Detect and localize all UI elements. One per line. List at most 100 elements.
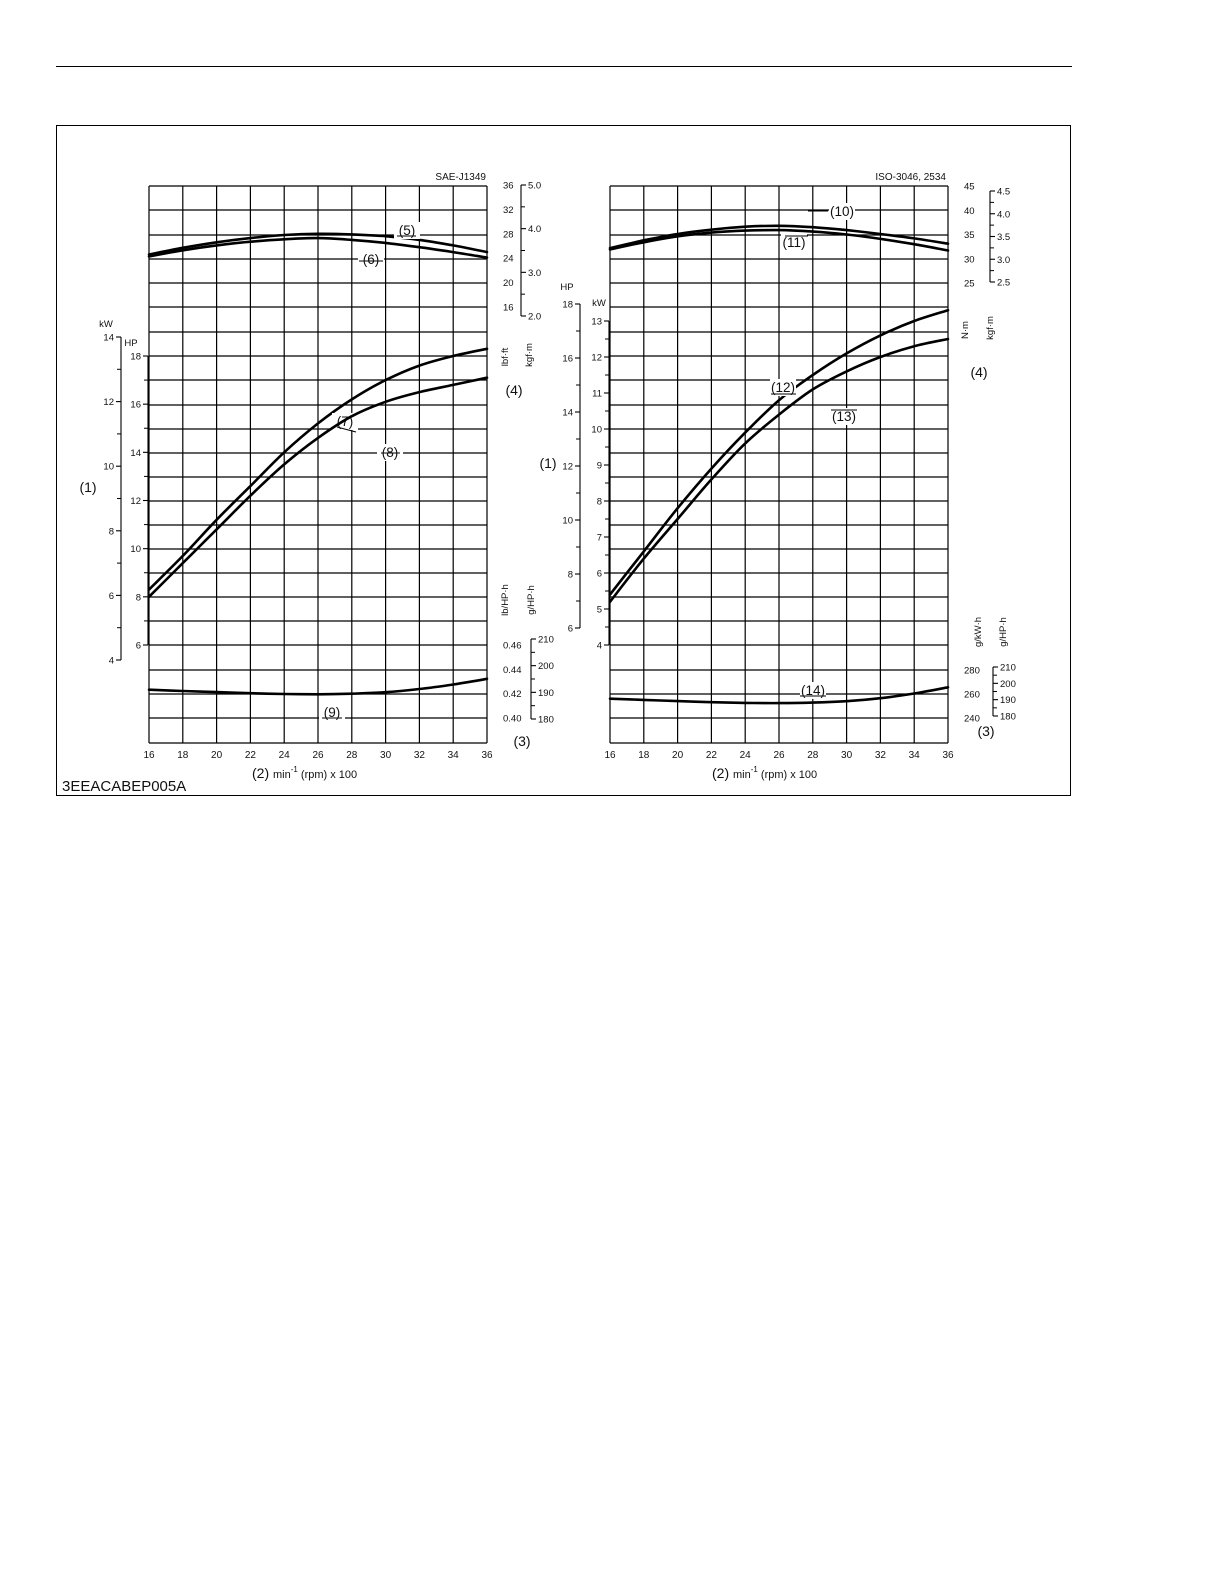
power-axis-unit: HP	[124, 338, 137, 349]
axis-tick-label: 13	[591, 317, 602, 328]
chart-grid	[609, 185, 949, 744]
axis-tick-label: 8	[109, 526, 114, 537]
series-label-backdrop	[358, 251, 384, 268]
series-label-14: (14)	[801, 683, 825, 698]
x-tick-label: 36	[481, 750, 493, 761]
axis-tick-label: 10	[130, 544, 141, 555]
axis-tick-label: 6	[136, 641, 141, 652]
series-label-backdrop	[394, 222, 420, 239]
torque-axis-unit: N·m	[960, 321, 971, 339]
series-line-14	[608, 686, 950, 705]
chart-panel-1: 16 18 20 22 24 26 28 30 32 34 36 (2) min-1 (rpm) x …	[79, 172, 553, 781]
axis-tick-label: 20	[503, 278, 514, 289]
axis-tick-label: 200	[1000, 679, 1016, 690]
chart-grid	[148, 185, 488, 744]
bsfc-axis-lb-hp-h: 0.46 0.44 0.42 0.40	[503, 641, 522, 725]
torque-axis-unit: kgf·m	[524, 343, 535, 367]
chart-title: SAE-J1349	[435, 172, 486, 183]
axis-tick-label: 240	[964, 714, 980, 725]
axis-tick-label: 190	[538, 688, 554, 699]
series-label-8: (8)	[382, 445, 399, 460]
torque-axis-callout: (4)	[970, 364, 987, 380]
series-label-12: (12)	[771, 380, 795, 395]
axis-tick-label: 14	[562, 408, 573, 419]
torque-axis-kgf-m: 5.0 4.0 3.0 2.0	[520, 181, 541, 323]
axis-tick-label: 14	[103, 333, 114, 344]
series-line-8	[147, 376, 489, 599]
axis-tick-label: 0.42	[503, 689, 522, 700]
axis-tick-label: 18	[130, 352, 141, 363]
axis-tick-label: 180	[1000, 712, 1016, 723]
axis-tick-label: 14	[130, 448, 141, 459]
x-tick-label: 28	[346, 750, 358, 761]
axis-tick-label: 16	[562, 354, 573, 365]
axis-tick-label: 25	[964, 279, 975, 290]
x-tick-label: 36	[942, 750, 954, 761]
power-axis-unit: kW	[592, 298, 606, 309]
x-axis-unit-suffix: (rpm) x 100	[298, 769, 357, 781]
page-top-rule	[56, 66, 1072, 67]
chart-panel-2: 16 18 20 22 24 26 28 30 32 34 36 (2) min-1 (rpm) x …	[539, 172, 1015, 781]
torque-axis-callout: (4)	[505, 382, 522, 398]
power-axis-hp: 18 16 14 12 10 8 6	[562, 300, 581, 635]
series-line-5	[147, 232, 489, 256]
axis-tick-label: 12	[591, 353, 602, 364]
axis-tick-label: 45	[964, 182, 975, 193]
series-label-11: (11)	[782, 235, 805, 250]
axis-tick-label: 0.40	[503, 714, 522, 725]
torque-axis-n-m: 45 40 35 30 25	[964, 182, 975, 290]
axis-tick-label: 180	[538, 715, 554, 726]
bsfc-axis-unit: lb/HP·h	[500, 584, 511, 616]
axis-tick-label: 260	[964, 690, 980, 701]
x-axis-label: (2) min-1 (rpm) x 100	[252, 765, 357, 781]
bsfc-axis-unit: g/HP·h	[998, 617, 1009, 647]
series-line-7	[147, 347, 489, 591]
axis-tick-label: 9	[597, 461, 602, 472]
figure-id: 3EEACABEP005A	[62, 778, 187, 795]
power-axis-kw: 13 12 11 10 9 8 7 6 5 4	[591, 317, 610, 652]
axis-tick-label: 8	[597, 497, 602, 508]
x-tick-label: 24	[279, 750, 291, 761]
power-axis-kw: 14 12 10 8 6 4	[103, 333, 122, 667]
x-axis-unit-exponent: -1	[291, 765, 299, 774]
axis-tick-label: 10	[562, 516, 573, 527]
x-tick-label: 22	[706, 750, 718, 761]
x-tick-label: 16	[143, 750, 155, 761]
axis-tick-label: 24	[503, 254, 514, 265]
bsfc-axis-callout: (3)	[513, 733, 530, 749]
axis-tick-label: 7	[597, 533, 602, 544]
axis-tick-label: 4	[597, 641, 602, 652]
power-axis-hp: 18 16 14 12 10 8 6	[130, 352, 149, 652]
axis-tick-label: 10	[591, 425, 602, 436]
axis-tick-label: 190	[1000, 695, 1016, 706]
axis-tick-label: 2.5	[997, 278, 1010, 289]
series-label-5: (5)	[399, 223, 416, 238]
axis-tick-label: 280	[964, 666, 980, 677]
x-tick-label: 32	[414, 750, 426, 761]
axis-tick-label: 6	[568, 624, 573, 635]
x-tick-label: 30	[380, 750, 392, 761]
axis-tick-label: 6	[597, 569, 602, 580]
axis-tick-label: 5.0	[528, 181, 541, 192]
series-line-9	[147, 677, 489, 696]
figure-frame	[56, 125, 1071, 796]
axis-tick-label: 210	[538, 635, 554, 646]
series-label-9: (9)	[324, 705, 341, 720]
axis-tick-label: 10	[103, 462, 114, 473]
power-axis-unit: kW	[99, 319, 113, 330]
axis-tick-label: 16	[503, 303, 514, 314]
x-tick-label: 16	[604, 750, 616, 761]
series-label-backdrop	[770, 379, 796, 396]
x-axis-label: (2) min-1 (rpm) x 100	[712, 765, 817, 781]
power-axis-unit: HP	[560, 282, 573, 293]
bsfc-axis-callout: (3)	[977, 723, 994, 739]
series-line-6	[147, 236, 489, 259]
x-axis-unit: min	[273, 769, 291, 781]
series-label-backdrop	[800, 682, 826, 699]
axis-tick-label: 12	[103, 397, 114, 408]
x-tick-label: 32	[875, 750, 887, 761]
axis-tick-label: 8	[568, 570, 573, 581]
axis-tick-label: 6	[109, 591, 114, 602]
series-label-backdrop	[781, 234, 807, 251]
series-line-11	[608, 228, 950, 252]
